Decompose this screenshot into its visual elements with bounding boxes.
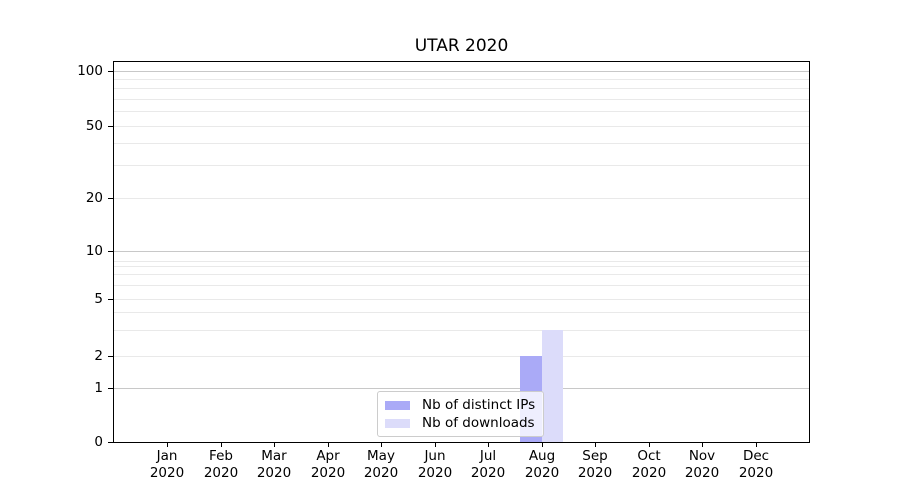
x-tick-mark-jan xyxy=(167,443,168,447)
x-tick-label-oct-2020: Oct 2020 xyxy=(631,448,667,481)
x-tick-mark-nov xyxy=(702,443,703,447)
gridline-y-1 xyxy=(114,388,809,389)
gridline-y-70 xyxy=(114,99,809,100)
x-tick-label-dec-2020: Dec 2020 xyxy=(738,448,774,481)
legend: Nb of distinct IPs Nb of downloads xyxy=(377,391,544,437)
legend-label-distinct-ips: Nb of distinct IPs xyxy=(422,397,536,413)
x-tick-mark-sep xyxy=(595,443,596,447)
y-tick-label-20: 20 xyxy=(85,190,103,206)
y-tick-label-5: 5 xyxy=(94,291,103,307)
x-tick-label-sep-2020: Sep 2020 xyxy=(577,448,613,481)
x-tick-mark-apr xyxy=(328,443,329,447)
y-tick-mark-20 xyxy=(108,198,113,199)
x-tick-mark-oct xyxy=(649,443,650,447)
gridline-y-3 xyxy=(114,330,809,331)
x-tick-label-aug-2020: Aug 2020 xyxy=(524,448,560,481)
gridline-y-60 xyxy=(114,111,809,112)
legend-item-downloads: Nb of downloads xyxy=(385,415,536,432)
gridline-y-40 xyxy=(114,143,809,144)
x-tick-mark-jun xyxy=(435,443,436,447)
y-tick-mark-2 xyxy=(108,356,113,357)
gridline-y-9 xyxy=(114,261,809,262)
x-tick-mark-jul xyxy=(488,443,489,447)
y-tick-label-100: 100 xyxy=(77,63,103,79)
y-tick-mark-1 xyxy=(108,388,113,389)
legend-label-downloads: Nb of downloads xyxy=(422,415,535,431)
gridline-y-20 xyxy=(114,198,809,199)
y-tick-mark-5 xyxy=(108,299,113,300)
y-tick-label-10: 10 xyxy=(85,243,103,259)
gridline-y-6 xyxy=(114,285,809,286)
legend-swatch-downloads-icon xyxy=(385,419,410,428)
y-tick-label-2: 2 xyxy=(94,348,103,364)
x-tick-label-feb-2020: Feb 2020 xyxy=(203,448,239,481)
y-tick-mark-50 xyxy=(108,126,113,127)
x-tick-label-jun-2020: Jun 2020 xyxy=(417,448,453,481)
x-tick-label-apr-2020: Apr 2020 xyxy=(310,448,346,481)
x-tick-label-mar-2020: Mar 2020 xyxy=(256,448,292,481)
x-tick-label-nov-2020: Nov 2020 xyxy=(684,448,720,481)
x-tick-mark-mar xyxy=(274,443,275,447)
gridline-y-8 xyxy=(114,266,809,267)
chart-title: UTAR 2020 xyxy=(414,36,509,56)
x-tick-mark-feb xyxy=(221,443,222,447)
plot-area xyxy=(113,61,810,443)
gridline-y-10 xyxy=(114,251,809,252)
x-tick-label-jan-2020: Jan 2020 xyxy=(149,448,185,481)
y-tick-label-50: 50 xyxy=(85,118,103,134)
y-tick-label-1: 1 xyxy=(94,380,103,396)
gridline-y-80 xyxy=(114,88,809,89)
x-tick-label-may-2020: May 2020 xyxy=(363,448,399,481)
gridline-y-30 xyxy=(114,165,809,166)
y-tick-label-0: 0 xyxy=(94,434,103,450)
x-tick-label-jul-2020: Jul 2020 xyxy=(470,448,506,481)
x-tick-mark-may xyxy=(381,443,382,447)
x-tick-mark-dec xyxy=(756,443,757,447)
bar-nb-of-downloads-aug-2020 xyxy=(541,330,564,442)
y-tick-mark-0 xyxy=(108,442,113,443)
legend-item-distinct-ips: Nb of distinct IPs xyxy=(385,397,536,414)
gridline-y-4 xyxy=(114,312,809,313)
gridline-y-5 xyxy=(114,299,809,300)
legend-swatch-distinct-ips-icon xyxy=(385,401,410,410)
gridline-y-7 xyxy=(114,274,809,275)
gridline-y-100 xyxy=(114,71,809,72)
x-tick-mark-aug xyxy=(542,443,543,447)
y-tick-mark-100 xyxy=(108,71,113,72)
gridline-y-2 xyxy=(114,356,809,357)
gridline-y-50 xyxy=(114,126,809,127)
gridline-y-90 xyxy=(114,79,809,80)
y-tick-mark-10 xyxy=(108,251,113,252)
